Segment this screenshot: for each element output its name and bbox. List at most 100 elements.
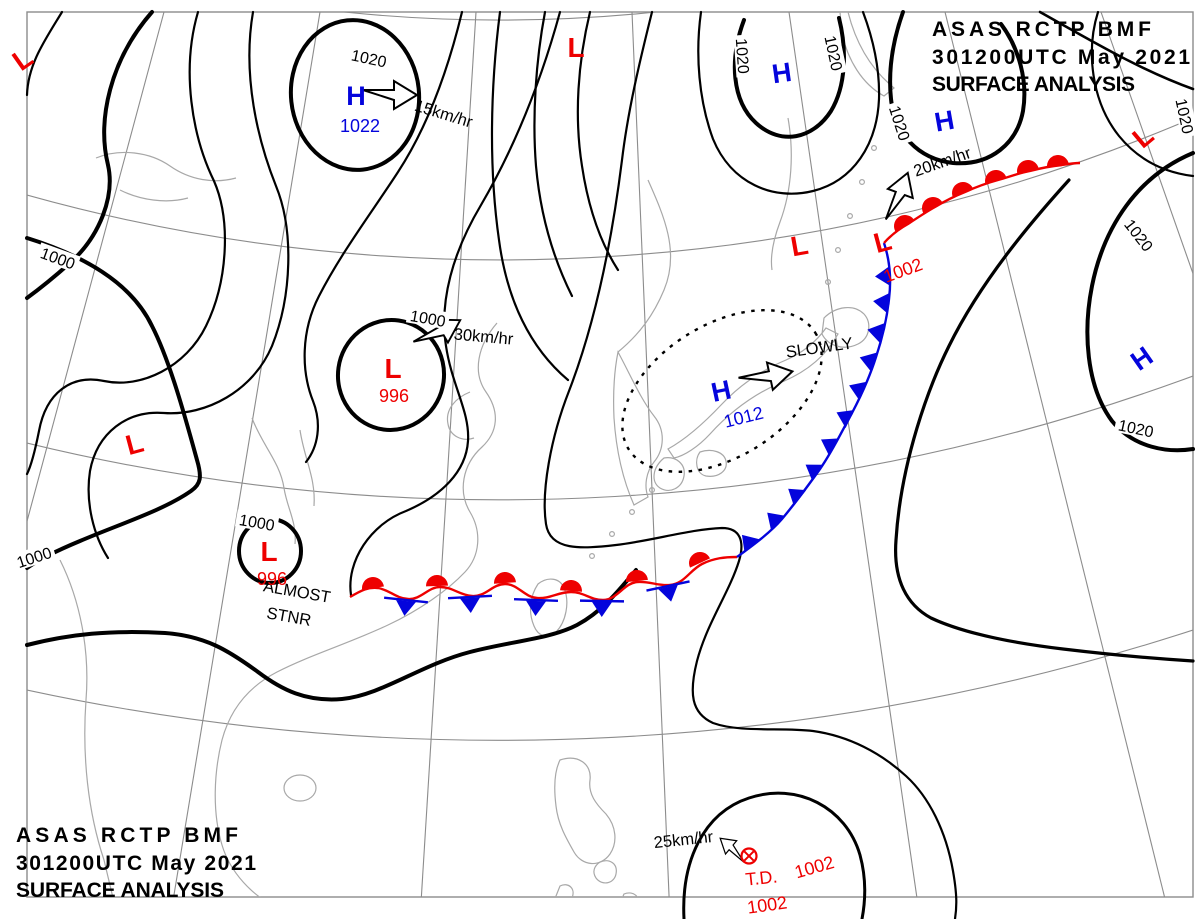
stationary-front-cold-segment bbox=[447, 594, 493, 600]
coastline bbox=[119, 189, 189, 202]
high-center-symbol: H bbox=[708, 374, 733, 407]
isobar-value-label: 1020 bbox=[1172, 97, 1196, 135]
coastline bbox=[821, 307, 870, 348]
center-pressure-value: 1012 bbox=[722, 403, 766, 432]
title-line-2: 301200UTC May 2021 bbox=[932, 46, 1190, 69]
isobar bbox=[1090, 10, 1195, 178]
isobar bbox=[87, 10, 290, 560]
pressure-center-L: L bbox=[788, 229, 810, 263]
stationary-front-cold-triangle bbox=[396, 599, 416, 616]
isobar-value-label: 1000 bbox=[238, 512, 276, 535]
isobar bbox=[576, 10, 620, 272]
coastline bbox=[446, 391, 475, 440]
movement-arrow-icon bbox=[362, 79, 419, 111]
graticule-meridian bbox=[420, 12, 477, 897]
td-pressure-value: 1002 bbox=[792, 852, 836, 882]
isobar-value-label: 1000 bbox=[15, 545, 54, 572]
cold-front-triangle bbox=[767, 512, 785, 531]
pressure-center-H: H bbox=[932, 105, 956, 138]
isobar-label-halo bbox=[733, 34, 754, 78]
title-line-3: SURFACE ANALYSIS bbox=[16, 879, 224, 902]
stationary-front-cold-triangle bbox=[592, 601, 612, 617]
stationary-front-cold-triangle bbox=[526, 600, 546, 616]
high-center-symbol: H bbox=[770, 57, 793, 89]
warm-front-scallop bbox=[952, 182, 974, 198]
coastline-island-dot bbox=[846, 213, 853, 220]
graticule-parallel bbox=[27, 117, 1193, 261]
movement-arrow-icon bbox=[884, 171, 915, 221]
isobar-label: 1020 bbox=[1172, 93, 1199, 139]
title-line-1: ASAS RCTP BMF bbox=[16, 824, 238, 847]
movement-annotation-text: 25km/hr bbox=[653, 828, 715, 852]
title-block-bottom-left: ASAS RCTP BMF 301200UTC May 2021 SURFACE… bbox=[16, 824, 256, 902]
stationary-front-cold-segment bbox=[579, 599, 625, 603]
graticule-parallel bbox=[27, 375, 1193, 501]
isobar bbox=[682, 791, 867, 919]
cold-front-triangle bbox=[873, 293, 890, 313]
isobar bbox=[697, 10, 881, 195]
low-center-symbol: L bbox=[384, 353, 401, 384]
fronts bbox=[349, 155, 1081, 617]
isobar-label-halo bbox=[1113, 414, 1159, 441]
coastline-island-dot bbox=[870, 145, 877, 152]
isobar-value-label: 1020 bbox=[885, 104, 912, 143]
cold-front-triangle bbox=[788, 488, 807, 506]
stationary-front-warm-scallop bbox=[494, 572, 516, 584]
cold-front-line bbox=[736, 242, 892, 558]
movement-arrow-icon bbox=[738, 360, 795, 392]
low-center-symbol: L bbox=[788, 229, 810, 263]
graticule-meridian bbox=[1100, 12, 1193, 276]
isobar bbox=[543, 10, 958, 919]
graticule-meridian bbox=[944, 12, 1166, 897]
isobar-label: 1000 bbox=[234, 509, 280, 535]
low-center-symbol: L bbox=[567, 32, 584, 63]
coastline-island-dot bbox=[588, 552, 595, 559]
isobar-label: 1020 bbox=[1113, 414, 1159, 442]
isobar-label-halo bbox=[405, 305, 451, 330]
isobar bbox=[25, 236, 202, 570]
isobar-label: 1020 bbox=[346, 44, 392, 72]
cold-front-triangle bbox=[849, 381, 867, 401]
stationary-front-warm-scallop bbox=[689, 552, 710, 568]
isobar-label: 1020 bbox=[732, 34, 754, 78]
isobar-label-halo bbox=[821, 30, 848, 76]
stationary-front-warm-scallop bbox=[626, 570, 648, 583]
movement-arrow-icon bbox=[719, 837, 745, 863]
isobar bbox=[490, 10, 570, 382]
warm-front-scallop bbox=[1017, 160, 1039, 174]
movement-annotations: 15km/hr30km/hr20km/hrSLOWLY25km/hrALMOST… bbox=[262, 97, 974, 852]
movement-annotation-text: 15km/hr bbox=[412, 97, 475, 132]
coastline-island-dot bbox=[824, 279, 831, 286]
coastline bbox=[299, 429, 315, 507]
coastline bbox=[622, 892, 638, 897]
title-block-top-right: ASAS RCTP BMF 301200UTC May 2021 SURFACE… bbox=[932, 18, 1190, 96]
cold-front-triangle bbox=[859, 352, 878, 372]
center-pressure-value: 996 bbox=[257, 569, 287, 589]
coastline bbox=[653, 457, 685, 491]
coastline bbox=[667, 327, 839, 459]
low-center-symbol: L bbox=[7, 42, 39, 77]
stationary-front-line bbox=[349, 555, 738, 602]
stationary-front-cold-triangle bbox=[658, 584, 678, 602]
isobar-value-label: 1020 bbox=[1117, 417, 1155, 441]
isobar-value-label: 1020 bbox=[821, 34, 845, 72]
isobar bbox=[25, 10, 154, 300]
coastline bbox=[770, 117, 792, 271]
title-line-3: SURFACE ANALYSIS bbox=[932, 73, 1135, 96]
isobar bbox=[25, 10, 226, 476]
isobar-label-halo bbox=[346, 44, 392, 71]
warm-front-scallop bbox=[922, 197, 943, 214]
center-pressure-value: 1022 bbox=[340, 116, 380, 136]
low-center-symbol: L bbox=[122, 427, 147, 461]
tropical-depression-symbol-icon bbox=[740, 847, 758, 865]
isobar bbox=[25, 10, 64, 97]
isobar-label: 1020 bbox=[1119, 212, 1160, 257]
coastline bbox=[593, 860, 617, 884]
low-center-symbol: L bbox=[260, 536, 277, 567]
movement-annotation-text: STNR bbox=[265, 604, 312, 630]
isobars bbox=[25, 10, 1195, 919]
coastline-island-dot bbox=[648, 487, 655, 494]
